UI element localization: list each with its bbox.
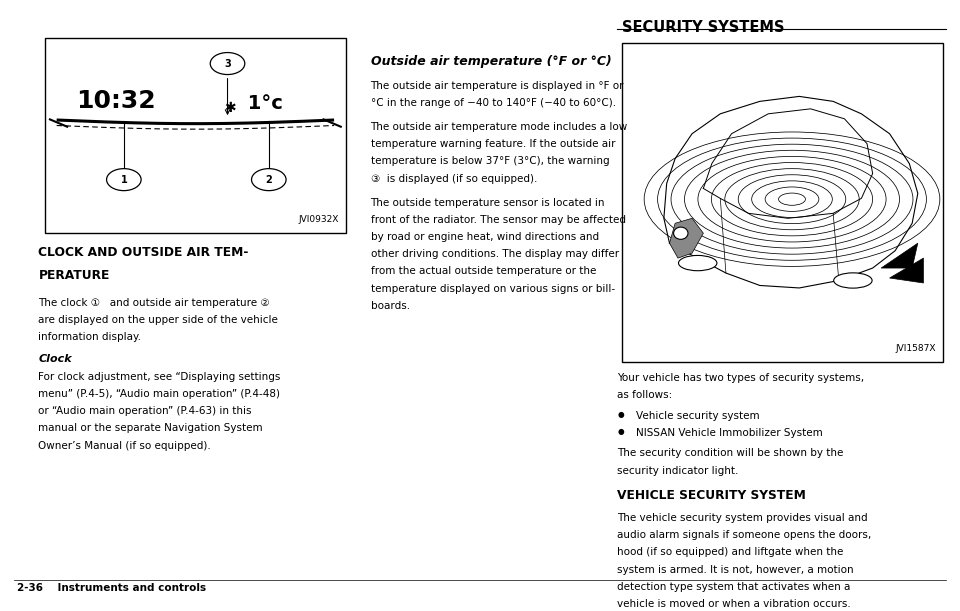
Text: 3: 3 <box>224 59 231 68</box>
Text: The outside temperature sensor is located in: The outside temperature sensor is locate… <box>371 198 605 208</box>
Polygon shape <box>890 258 924 283</box>
Text: Vehicle security system: Vehicle security system <box>636 411 760 420</box>
Text: ●: ● <box>617 410 624 419</box>
Ellipse shape <box>833 273 872 288</box>
Text: NISSAN Vehicle Immobilizer System: NISSAN Vehicle Immobilizer System <box>636 428 824 437</box>
Text: temperature displayed on various signs or bill-: temperature displayed on various signs o… <box>371 284 614 293</box>
Text: vehicle is moved or when a vibration occurs.: vehicle is moved or when a vibration occ… <box>617 599 851 609</box>
Text: Clock: Clock <box>38 354 72 364</box>
Ellipse shape <box>679 255 717 271</box>
Bar <box>622 43 943 362</box>
Text: The outside air temperature is displayed in °F or: The outside air temperature is displayed… <box>371 81 624 90</box>
Text: The clock ①   and outside air temperature ②: The clock ① and outside air temperature … <box>38 298 270 307</box>
Text: °C in the range of −40 to 140°F (−40 to 60°C).: °C in the range of −40 to 140°F (−40 to … <box>371 98 615 108</box>
Text: 1: 1 <box>120 175 128 185</box>
Text: are displayed on the upper side of the vehicle: are displayed on the upper side of the v… <box>38 315 278 324</box>
Text: by road or engine heat, wind directions and: by road or engine heat, wind directions … <box>371 232 599 242</box>
Text: VEHICLE SECURITY SYSTEM: VEHICLE SECURITY SYSTEM <box>617 489 806 502</box>
Text: ●: ● <box>617 427 624 436</box>
Text: other driving conditions. The display may differ: other driving conditions. The display ma… <box>371 249 618 259</box>
Text: manual or the separate Navigation System: manual or the separate Navigation System <box>38 423 263 433</box>
Text: 1°c: 1°c <box>241 94 283 113</box>
Text: temperature warning feature. If the outside air: temperature warning feature. If the outs… <box>371 139 615 149</box>
Text: The outside air temperature mode includes a low: The outside air temperature mode include… <box>371 122 628 132</box>
Polygon shape <box>881 243 918 268</box>
Text: security indicator light.: security indicator light. <box>617 466 738 475</box>
Text: audio alarm signals if someone opens the doors,: audio alarm signals if someone opens the… <box>617 530 872 540</box>
Text: Your vehicle has two types of security systems,: Your vehicle has two types of security s… <box>617 373 864 382</box>
Text: JVI0932X: JVI0932X <box>299 214 339 224</box>
Text: 2-36    Instruments and controls: 2-36 Instruments and controls <box>17 583 206 593</box>
Text: CLOCK AND OUTSIDE AIR TEM-: CLOCK AND OUTSIDE AIR TEM- <box>38 246 249 259</box>
Text: information display.: information display. <box>38 332 141 342</box>
Polygon shape <box>669 218 704 258</box>
Text: PERATURE: PERATURE <box>38 269 109 282</box>
Text: temperature is below 37°F (3°C), the warning: temperature is below 37°F (3°C), the war… <box>371 156 610 166</box>
Text: boards.: boards. <box>371 301 410 310</box>
Text: Outside air temperature (°F or °C): Outside air temperature (°F or °C) <box>371 55 612 68</box>
Text: ③  is displayed (if so equipped).: ③ is displayed (if so equipped). <box>371 174 537 183</box>
Text: or “Audio main operation” (P.4-63) in this: or “Audio main operation” (P.4-63) in th… <box>38 406 252 416</box>
Bar <box>45 38 346 233</box>
Circle shape <box>252 169 286 191</box>
Text: hood (if so equipped) and liftgate when the: hood (if so equipped) and liftgate when … <box>617 547 844 557</box>
Text: menu” (P.4-5), “Audio main operation” (P.4-48): menu” (P.4-5), “Audio main operation” (P… <box>38 389 280 399</box>
Text: detection type system that activates when a: detection type system that activates whe… <box>617 582 851 591</box>
Ellipse shape <box>674 227 688 240</box>
Circle shape <box>210 53 245 75</box>
Text: JVI1587X: JVI1587X <box>896 344 936 353</box>
Text: For clock adjustment, see “Displaying settings: For clock adjustment, see “Displaying se… <box>38 372 280 382</box>
Text: system is armed. It is not, however, a motion: system is armed. It is not, however, a m… <box>617 565 853 574</box>
Text: The vehicle security system provides visual and: The vehicle security system provides vis… <box>617 513 868 523</box>
Text: front of the radiator. The sensor may be affected: front of the radiator. The sensor may be… <box>371 215 626 225</box>
Text: SECURITY SYSTEMS: SECURITY SYSTEMS <box>622 20 784 35</box>
Text: from the actual outside temperature or the: from the actual outside temperature or t… <box>371 266 596 276</box>
Text: 10:32: 10:32 <box>76 89 156 112</box>
Text: as follows:: as follows: <box>617 390 673 400</box>
Text: Owner’s Manual (if so equipped).: Owner’s Manual (if so equipped). <box>38 441 211 450</box>
Circle shape <box>107 169 141 191</box>
Text: ✱: ✱ <box>225 100 236 114</box>
Text: The security condition will be shown by the: The security condition will be shown by … <box>617 448 844 458</box>
Text: 2: 2 <box>265 175 273 185</box>
